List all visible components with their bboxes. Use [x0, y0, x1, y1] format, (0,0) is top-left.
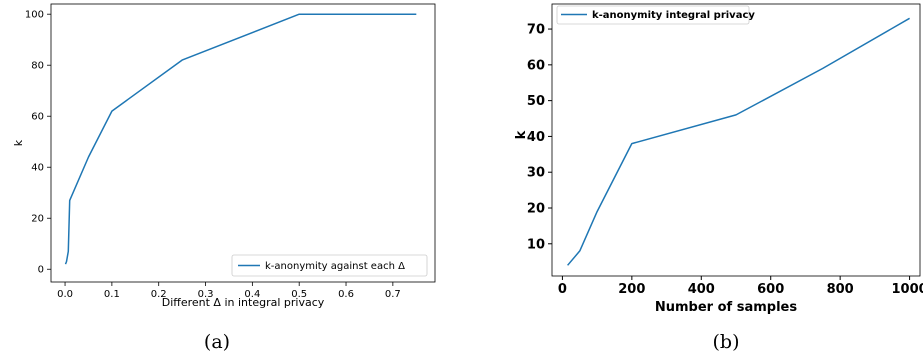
a-y-tick-label: 100	[25, 10, 44, 21]
b-x-tick-label: 400	[688, 282, 715, 297]
b-series-line	[567, 17, 910, 266]
chart-b-plot-frame	[551, 3, 921, 277]
chart-b-legend-box	[556, 5, 750, 25]
chart-b-x-axis-label: Number of samples	[655, 300, 797, 315]
a-x-tick-label: 0.3	[198, 289, 214, 300]
chart-a-caption: (a)	[204, 331, 230, 353]
a-x-tick-label: 0.5	[291, 289, 307, 300]
b-y-tick-label: 20	[527, 202, 545, 217]
b-y-tick-label: 10	[527, 237, 545, 252]
a-x-tick-label: 0.1	[104, 289, 120, 300]
chart-a-legend-box	[231, 254, 428, 277]
a-x-tick-label: 0.0	[57, 289, 73, 300]
a-x-tick-label: 0.6	[338, 289, 354, 300]
b-x-tick-label: 1000	[891, 282, 923, 297]
chart-a-y-axis: 0 20 40 60 80 100	[25, 10, 51, 276]
b-y-tick-label: 30	[527, 166, 545, 181]
chart-a-series-layer	[64, 13, 417, 265]
b-x-tick-label: 0	[558, 282, 567, 297]
chart-b-legend: k-anonymity integral privacy	[556, 5, 755, 25]
chart-a-x-axis: 0.0 0.1 0.2 0.3 0.4 0.5 0.6 0.7	[57, 282, 401, 300]
chart-a-legend: k-anonymity against each Δ	[231, 254, 428, 277]
a-x-tick-label: 0.4	[244, 289, 260, 300]
chart-a-plot-frame	[50, 3, 436, 283]
b-y-tick-label: 40	[527, 130, 545, 145]
b-y-tick-label: 50	[527, 94, 545, 109]
chart-b-y-axis: 10 20 30 40 50 60 70	[527, 23, 552, 252]
a-x-tick-label: 0.2	[151, 289, 167, 300]
b-y-tick-label: 70	[527, 23, 545, 38]
a-y-tick-label: 40	[31, 163, 44, 174]
chart-a-x-axis-label: Different Δ in integral privacy	[162, 296, 325, 309]
b-x-tick-label: 200	[618, 282, 645, 297]
chart-a-legend-label: k-anonymity against each Δ	[265, 261, 405, 272]
a-y-tick-label: 80	[31, 61, 44, 72]
a-y-tick-label: 0	[38, 265, 44, 276]
b-y-tick-label: 60	[527, 58, 545, 73]
a-y-tick-label: 20	[31, 214, 44, 225]
chart-b-series-layer	[567, 17, 910, 266]
a-y-tick-label: 60	[31, 112, 44, 123]
a-series-line	[64, 13, 417, 265]
chart-b-legend-label: k-anonymity integral privacy	[592, 10, 755, 21]
chart-a: 0.0 0.1 0.2 0.3 0.4 0.5 0.6 0.7 0 20 40 60 80 100 Di…	[12, 3, 436, 353]
chart-b-caption: (b)	[713, 331, 740, 353]
chart-a-y-axis-label: k	[12, 139, 25, 146]
chart-b-x-axis: 0 200 400 600 800 1000	[558, 276, 923, 297]
b-x-tick-label: 600	[757, 282, 784, 297]
a-x-tick-label: 0.7	[385, 289, 401, 300]
chart-b: 0 200 400 600 800 1000 10 20 30 40 50 60 70 Number …	[514, 3, 923, 353]
b-x-tick-label: 800	[827, 282, 854, 297]
chart-b-y-axis-label: k	[514, 130, 529, 139]
